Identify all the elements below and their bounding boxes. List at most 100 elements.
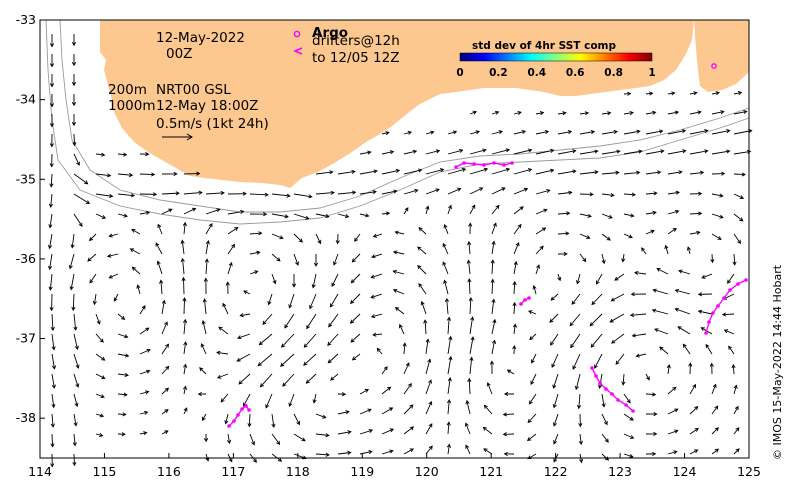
current-vector-head <box>168 208 173 213</box>
current-vector-head <box>526 437 532 442</box>
current-vector-head <box>146 369 151 374</box>
current-vector-head <box>262 320 267 326</box>
current-vector <box>139 173 155 176</box>
current-vector-head <box>629 313 635 318</box>
current-vector-head <box>701 274 706 279</box>
current-vector-head <box>354 237 359 242</box>
current-vector-head <box>50 423 55 428</box>
current-vector <box>675 308 691 315</box>
current-vector-head <box>313 262 319 267</box>
current-vector <box>271 193 290 197</box>
current-vector-head <box>664 244 669 250</box>
current-vector <box>306 313 317 329</box>
current-vector-head <box>394 230 399 235</box>
current-vector <box>468 241 471 255</box>
current-vector-head <box>543 208 548 213</box>
current-vector-head <box>532 285 537 290</box>
current-vector <box>689 428 699 435</box>
current-vector-head <box>308 194 313 199</box>
current-vector <box>601 172 619 175</box>
current-vector <box>535 265 540 275</box>
current-vector-head <box>216 208 221 213</box>
current-vector-head <box>84 180 89 185</box>
depth-200-label: 200m <box>108 82 147 98</box>
current-vector-head <box>74 402 79 408</box>
current-vector <box>50 173 53 187</box>
current-vector-head <box>733 384 738 389</box>
current-vector <box>678 270 691 275</box>
drifter-position <box>736 282 740 286</box>
current-vector <box>89 233 97 241</box>
current-vector-head <box>345 410 350 415</box>
current-vector <box>249 251 260 255</box>
current-vector <box>337 171 355 175</box>
current-vector <box>205 223 213 235</box>
current-vector <box>312 273 317 288</box>
current-vector <box>268 293 273 305</box>
current-vector-head <box>389 150 395 155</box>
current-vector-head <box>325 433 330 438</box>
current-vector <box>483 427 493 435</box>
current-vector-head <box>312 399 317 404</box>
current-vector-head <box>50 326 55 332</box>
current-vector <box>95 153 105 156</box>
current-vector-head <box>697 309 703 314</box>
drifter-position <box>610 392 614 396</box>
current-vector-head <box>341 392 347 397</box>
current-vector <box>733 213 744 222</box>
current-vector-head <box>479 187 484 192</box>
current-vector-head <box>330 376 335 381</box>
current-vector-head <box>653 431 658 437</box>
current-vector <box>303 333 317 348</box>
current-vector-head <box>589 192 594 197</box>
current-vector-head <box>654 328 659 333</box>
current-vector <box>652 309 669 315</box>
current-vector-head <box>512 301 517 307</box>
current-vector-head <box>182 297 187 302</box>
drifter-legend-icon <box>292 47 303 55</box>
current-vector-head <box>87 257 92 262</box>
current-vector <box>590 333 603 348</box>
current-vector <box>227 210 244 215</box>
current-vector <box>337 411 349 415</box>
current-vector <box>73 413 77 426</box>
current-vector-head <box>123 152 128 157</box>
current-vector <box>183 277 185 295</box>
current-vector-head <box>678 170 683 175</box>
current-vector-head <box>51 403 56 409</box>
current-vector <box>315 433 329 436</box>
current-vector <box>645 92 653 95</box>
current-vector <box>49 253 53 270</box>
current-vector <box>483 448 493 455</box>
current-vector <box>667 364 670 375</box>
current-vector-head <box>69 286 74 291</box>
current-vector-head <box>544 129 550 135</box>
current-vector-head <box>582 257 587 263</box>
colorbar-tick-label: 0 <box>456 67 463 79</box>
current-vector <box>425 131 434 135</box>
current-vector <box>393 270 405 275</box>
current-vector-head <box>672 386 677 391</box>
current-vector <box>733 427 740 435</box>
colorbar-title: std dev of 4hr SST comp <box>472 40 616 52</box>
current-vector-head <box>459 148 464 153</box>
current-vector-head <box>704 149 709 154</box>
current-vector <box>381 386 391 395</box>
current-vector <box>258 353 273 366</box>
current-vector-head <box>444 297 450 303</box>
current-vector-head <box>291 283 297 288</box>
current-vector <box>705 344 713 355</box>
current-vector <box>181 240 185 255</box>
current-vector-head <box>183 341 188 346</box>
current-vector-head <box>586 235 591 239</box>
current-vector <box>201 413 207 421</box>
current-vector-head <box>615 170 620 175</box>
current-vector <box>183 407 188 415</box>
current-vector-head <box>68 264 73 270</box>
current-vector-head <box>529 400 533 405</box>
current-vector <box>425 423 433 435</box>
land-mass <box>100 20 694 188</box>
current-vector <box>469 111 477 115</box>
drifter-position <box>616 398 620 402</box>
current-vector <box>161 366 170 375</box>
